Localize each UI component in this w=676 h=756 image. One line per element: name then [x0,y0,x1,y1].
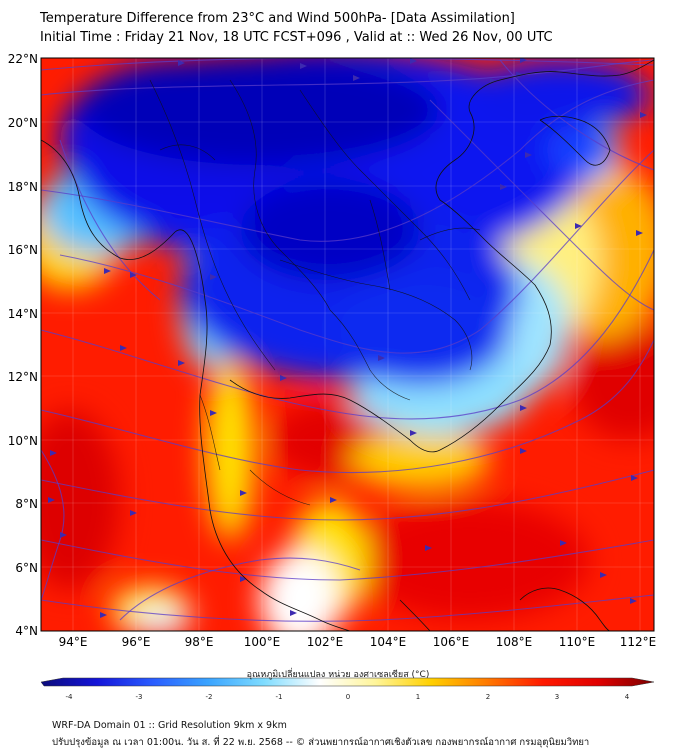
colorbar-ticks: -4 -3 -2 -1 0 1 2 3 4 [66,693,630,701]
lat-label: 10°N [8,434,38,448]
colorbar-tick: 0 [346,693,350,701]
coastlines [41,59,654,631]
map-title: Temperature Difference from 23°C and Win… [40,11,515,26]
lon-label: 106°E [433,635,470,649]
map-frame [40,57,655,632]
lon-label: 96°E [122,635,151,649]
longitude-axis: 94°E 96°E 98°E 100°E 102°E 104°E 106°E 1… [59,635,657,649]
lon-label: 112°E [620,635,657,649]
lon-label: 110°E [559,635,596,649]
colorbar-title: อุณหภูมิเปลี่ยนแปลง หน่วย องศาเซลเซียส (… [246,670,430,680]
temperature-field [41,58,654,631]
lat-label: 22°N [8,52,38,66]
colorbar-tick: 3 [555,693,559,701]
lon-label: 104°E [370,635,407,649]
lat-label: 14°N [8,307,38,321]
lat-label: 18°N [8,180,38,194]
colorbar: -4 -3 -2 -1 0 1 2 3 4 [40,677,655,701]
lat-label: 4°N [15,624,38,638]
lon-label: 98°E [185,635,214,649]
lat-label: 6°N [15,561,38,575]
lat-label: 16°N [8,243,38,257]
colorbar-tick: -4 [66,693,74,701]
lat-label: 12°N [8,370,38,384]
lon-label: 102°E [307,635,344,649]
colorbar-tick: 1 [416,693,420,701]
colorbar-tick: -2 [206,693,213,701]
footer-model-info: WRF-DA Domain 01 :: Grid Resolution 9km … [52,720,287,731]
lat-label: 8°N [15,497,38,511]
map-subtitle: Initial Time : Friday 21 Nov, 18 UTC FCS… [40,30,553,45]
colorbar-tick: -1 [276,693,283,701]
latitude-axis: 22°N 20°N 18°N 16°N 14°N 12°N 10°N 8°N 6… [8,52,38,638]
lon-label: 100°E [244,635,281,649]
country-borders [149,79,481,506]
colorbar-tick: 4 [625,693,630,701]
footer-credit: ปรับปรุงข้อมูล ณ เวลา 01:00น. วัน ส. ที่… [52,737,590,748]
colorbar-tick: 2 [486,693,490,701]
lon-label: 108°E [496,635,533,649]
colorbar-gradient [40,677,655,687]
lat-label: 20°N [8,116,38,130]
lon-label: 94°E [59,635,88,649]
wind-arrows [48,58,647,618]
colorbar-tick: -3 [136,693,143,701]
